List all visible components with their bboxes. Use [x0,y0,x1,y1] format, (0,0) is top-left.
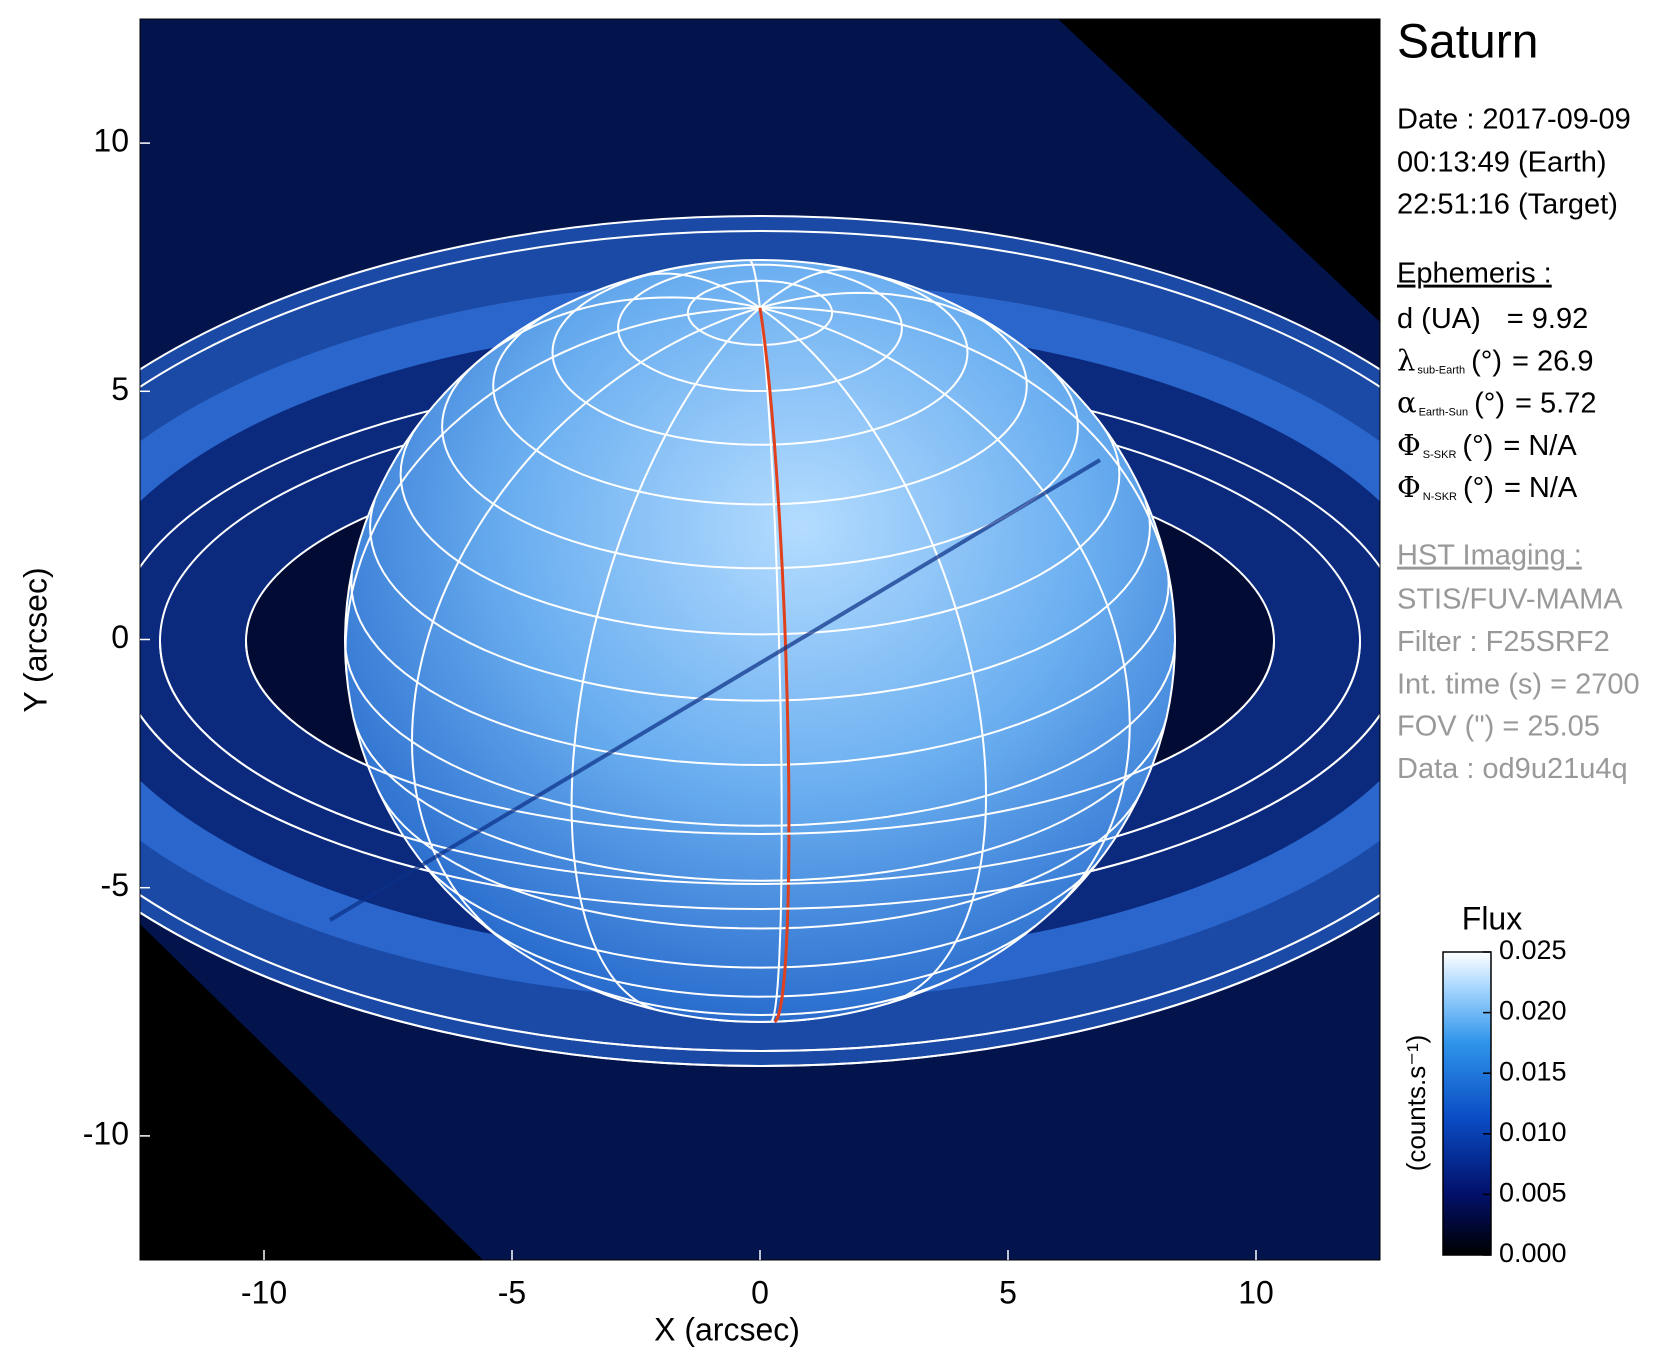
latitude-line [377,790,1143,930]
colorbar-tick-label: 0.015 [1499,1056,1567,1086]
meridian-line [476,296,761,364]
ephemeris-symbol: λ [1397,343,1415,377]
ephemeris-symbol: d (UA) [1397,303,1481,335]
ephemeris-symbol: Φ [1397,470,1421,504]
ring-line-front [159,640,1361,885]
y-tick-label: -10 [83,1115,129,1151]
ring-line-front [245,640,1275,835]
title: Saturn [1397,16,1538,69]
colorbar-tick-label: 0.000 [1499,1238,1567,1268]
latitude-line [344,640,1176,827]
ephemeris-value: = 9.92 [1507,303,1588,335]
x-tick-label: 10 [1238,1274,1274,1310]
latitude-line [368,499,1152,702]
latitude-line [617,263,903,392]
colorbar-label: (counts.s⁻¹) [1401,1035,1431,1172]
meridian-line [759,291,1003,333]
ephemeris-symbol: α [1397,386,1417,420]
meridian-line [759,306,1131,913]
imaging-item: Data : od9u21u4q [1397,753,1628,785]
ephemeris-symbol: Φ [1397,428,1421,462]
ephemeris-item: d (UA) = 9.92 [1397,303,1588,335]
latitude-line [686,279,834,346]
ephemeris-value: = 5.72 [1515,387,1596,419]
reference-meridian [758,307,791,1023]
ephemeris-unit: (°) [1463,472,1494,504]
latitude-line [492,310,1028,506]
ephemeris-subscript: N-SKR [1423,491,1457,503]
y-tick-label: 0 [111,619,129,655]
meridian-line [759,307,783,1023]
planet-limb [344,259,1176,1023]
x-tick-label: 0 [751,1274,769,1310]
ephemeris-subscript: sub-Earth [1417,364,1465,376]
meridian-line [759,268,855,309]
ring-shadow [328,458,1102,922]
meridian-line [759,306,1174,597]
y-tick-label: 10 [93,123,129,159]
ephemeris-item: Φ S-SKR (°) = N/A [1397,428,1577,462]
colorbar-tick-label: 0.020 [1499,996,1567,1026]
meridian-line [344,306,761,674]
meridian-line [749,259,761,308]
imaging-item: FOV (") = 25.05 [1397,711,1600,743]
ephemeris-unit: (°) [1474,387,1505,419]
ephemeris-item: Φ N-SKR (°) = N/A [1397,470,1578,504]
latitude-line [484,925,1036,998]
planet [345,260,1175,1022]
ephemeris-subscript: S-SKR [1423,449,1457,461]
ephemeris-value: = N/A [1504,472,1578,504]
colorbar [1442,951,1492,1256]
colorbar-tick-label: 0.025 [1499,935,1567,965]
colorbar-tick-label: 0.010 [1499,1117,1567,1147]
ephemeris-value: = 26.9 [1512,345,1593,377]
latitude-line [350,573,1170,766]
ephemeris-subscript: Earth-Sun [1419,407,1469,419]
earth-time: 00:13:49 (Earth) [1397,147,1607,179]
ring-line-front [140,911,1380,1067]
meridian-line [640,272,761,309]
target-time: 22:51:16 (Target) [1397,189,1618,221]
latitude-line [352,717,1168,882]
x-tick-label: -5 [498,1274,526,1310]
ephemeris-unit: (°) [1462,430,1493,462]
latitude-line [399,424,1121,636]
ephemeris-item: λ sub-Earth (°) = 26.9 [1397,343,1593,377]
meridian-line [759,306,988,1005]
imaging-item: STIS/FUV-MAMA [1397,584,1623,616]
meridian-line [570,307,761,1012]
ephemeris-item: α Earth-Sun (°) = 5.72 [1397,386,1596,420]
ring-line-front [140,712,1380,910]
y-axis-title: Y (arcsec) [17,567,53,712]
ring-line-front [140,893,1380,1052]
ephemeris-unit: (°) [1471,345,1502,377]
imaging-title: HST Imaging : [1397,540,1582,572]
ephemeris-title: Ephemeris : [1397,258,1552,290]
imaging-item: Filter : F25SRF2 [1397,626,1610,658]
x-tick-label: 5 [999,1274,1017,1310]
image-area [140,19,1380,1260]
x-tick-label: -10 [241,1274,287,1310]
date: Date : 2017-09-09 [1397,104,1631,136]
x-axis-title: X (arcsec) [654,1311,800,1347]
ephemeris-value: = N/A [1503,430,1577,462]
y-tick-label: -5 [101,867,129,903]
colorbar-tick-label: 0.005 [1499,1178,1567,1208]
y-tick-label: 5 [111,371,129,407]
colorbar-title: Flux [1462,900,1522,936]
imaging-item: Int. time (s) = 2700 [1397,668,1640,700]
